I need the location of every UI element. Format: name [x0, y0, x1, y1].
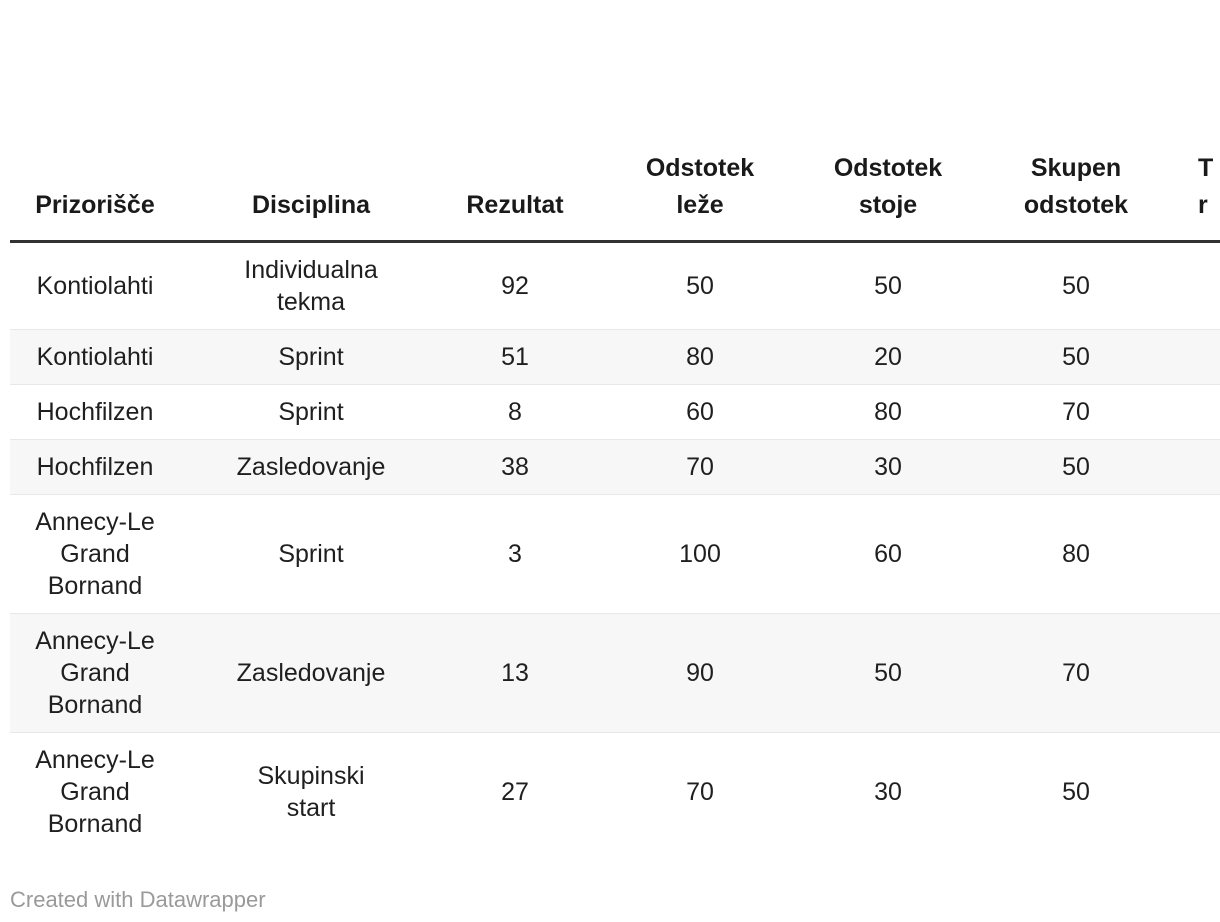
cell-pct-prone: 70 [686, 453, 714, 481]
column-header-clipped: T r [1188, 150, 1220, 243]
cell-pct-prone: 90 [686, 659, 714, 687]
cell-pct-total: 80 [1062, 540, 1090, 568]
cell-clipped [1188, 733, 1220, 852]
table-row: Kontiolahti Individualna tekma 92 50 50 … [10, 242, 1220, 330]
cell-discipline: Sprint [278, 398, 344, 426]
cell-clipped [1188, 614, 1220, 733]
cell-pct-total: 50 [1062, 778, 1090, 806]
cell-result: 92 [501, 272, 529, 300]
table-row: Kontiolahti Sprint 51 80 20 50 [10, 329, 1220, 385]
table-row: Hochfilzen Zasledovanje 38 70 30 50 [10, 439, 1220, 495]
cell-pct-prone: 50 [686, 272, 714, 300]
column-header-pct-prone: Odstotek leže [588, 150, 812, 243]
cell-discipline: Skupinski start [257, 762, 365, 822]
cell-pct-standing: 30 [874, 778, 902, 806]
cell-venue: Annecy-Le Grand Bornand [35, 508, 155, 600]
cell-pct-total: 50 [1062, 272, 1090, 300]
cell-pct-standing: 80 [874, 398, 902, 426]
cell-discipline: Sprint [278, 540, 344, 568]
cell-result: 38 [501, 453, 529, 481]
cell-venue: Hochfilzen [36, 453, 154, 481]
column-header-pct-total: Skupen odstotek [964, 150, 1188, 243]
cell-pct-prone: 80 [686, 343, 714, 371]
column-header-discipline: Disciplina [180, 150, 442, 243]
cell-clipped [1188, 330, 1220, 385]
cell-pct-total: 50 [1062, 343, 1090, 371]
cell-pct-standing: 30 [874, 453, 902, 481]
datawrapper-table-chart: Prizorišče Disciplina Rezultat Odstotek … [10, 150, 1220, 851]
cell-venue: Annecy-Le Grand Bornand [35, 627, 155, 719]
cell-clipped [1188, 440, 1220, 495]
cell-venue: Hochfilzen [36, 398, 154, 426]
cell-pct-total: 50 [1062, 453, 1090, 481]
cell-result: 13 [501, 659, 529, 687]
cell-clipped [1188, 495, 1220, 614]
cell-pct-total: 70 [1062, 659, 1090, 687]
biathlon-results-table: Prizorišče Disciplina Rezultat Odstotek … [10, 150, 1220, 851]
cell-discipline: Sprint [278, 343, 344, 371]
cell-result: 27 [501, 778, 529, 806]
column-header-result: Rezultat [442, 150, 588, 243]
cell-venue: Annecy-Le Grand Bornand [35, 746, 155, 838]
cell-clipped [1188, 385, 1220, 440]
cell-clipped [1188, 242, 1220, 330]
table-header-row: Prizorišče Disciplina Rezultat Odstotek … [10, 150, 1220, 243]
cell-discipline: Individualna tekma [244, 256, 378, 316]
cell-result: 3 [508, 540, 522, 568]
column-header-venue: Prizorišče [10, 150, 180, 243]
cell-discipline: Zasledovanje [236, 659, 386, 687]
table-row: Annecy-Le Grand Bornand Zasledovanje 13 … [10, 613, 1220, 733]
cell-pct-standing: 20 [874, 343, 902, 371]
cell-pct-total: 70 [1062, 398, 1090, 426]
cell-venue: Kontiolahti [36, 343, 154, 371]
cell-pct-standing: 60 [874, 540, 902, 568]
cell-pct-standing: 50 [874, 272, 902, 300]
cell-pct-prone: 60 [686, 398, 714, 426]
cell-result: 8 [508, 398, 522, 426]
cell-discipline: Zasledovanje [236, 453, 386, 481]
cell-pct-prone: 100 [679, 540, 721, 568]
cell-venue: Kontiolahti [36, 272, 154, 300]
cell-result: 51 [501, 343, 529, 371]
table-row: Annecy-Le Grand Bornand Sprint 3 100 60 … [10, 494, 1220, 614]
datawrapper-credit-link[interactable]: Created with Datawrapper [10, 887, 266, 912]
table-row: Hochfilzen Sprint 8 60 80 70 [10, 384, 1220, 440]
cell-pct-standing: 50 [874, 659, 902, 687]
cell-pct-prone: 70 [686, 778, 714, 806]
table-row: Annecy-Le Grand Bornand Skupinski start … [10, 732, 1220, 852]
column-header-pct-standing: Odstotek stoje [812, 150, 964, 243]
